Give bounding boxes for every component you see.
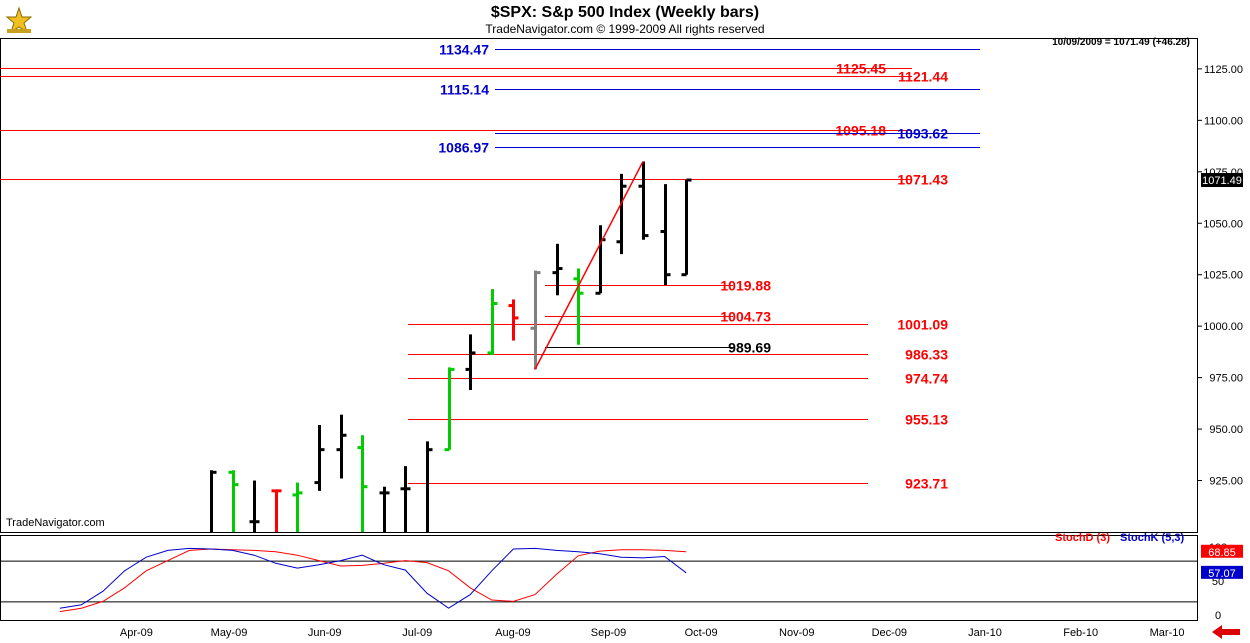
time-tick-label: Jun-09 <box>308 627 342 639</box>
price-tick-label: 975.00 <box>1209 373 1243 385</box>
time-tick-label: Jan-10 <box>968 627 1002 639</box>
price-tick-label: 1025.00 <box>1203 270 1243 282</box>
stoch-k-value-box <box>1201 565 1243 579</box>
ohlc-bar <box>426 441 433 532</box>
level-label: 1019.88 <box>720 278 771 294</box>
stoch-d-value-box <box>1201 544 1243 558</box>
legend-stochk: StochK (5,3) <box>1120 532 1185 544</box>
time-tick-label: Apr-09 <box>120 627 153 639</box>
trendline <box>534 161 644 370</box>
price-tick-label: 1050.00 <box>1203 218 1243 230</box>
level-label: 1134.47 <box>439 42 489 58</box>
level-label: 1001.09 <box>897 317 948 333</box>
time-tick-label: Sep-09 <box>591 627 626 639</box>
price-tick-label: 950.00 <box>1209 424 1243 436</box>
stochastic-line <box>59 548 687 613</box>
stochastic-tick-label: 50 <box>1212 576 1224 588</box>
level-label: 955.13 <box>905 412 948 428</box>
ohlc-bar <box>638 161 649 240</box>
level-label: 974.74 <box>905 371 948 387</box>
level-label: 1121.44 <box>898 69 948 85</box>
trendline-segment <box>534 161 644 370</box>
level-label: 986.33 <box>905 347 948 363</box>
stochastic-line <box>59 547 687 609</box>
ohlc-bar <box>249 480 260 532</box>
ohlc-bar <box>487 289 498 355</box>
level-label: 1086.97 <box>438 140 489 156</box>
ohlc-bar <box>314 424 325 491</box>
tradenavigator-logo-icon <box>4 5 34 35</box>
level-label: 1004.73 <box>720 309 771 325</box>
watermark: TradeNavigator.com <box>6 517 105 529</box>
level-label: 1071.43 <box>897 172 948 188</box>
time-tick-label: May-09 <box>211 627 248 639</box>
ohlc-bar <box>552 243 563 296</box>
level-label: 1095.18 <box>835 123 886 139</box>
ohlc-bar <box>508 299 519 341</box>
stoch-d-value-label: 68.85 <box>1208 547 1236 559</box>
ohlc-bar <box>660 184 671 285</box>
time-tick-label: Jul-09 <box>402 627 432 639</box>
chart-subtitle: TradeNavigator.com © 1999-2009 All right… <box>485 22 765 36</box>
time-tick-label: Feb-10 <box>1063 627 1098 639</box>
ohlc-bar <box>210 470 217 532</box>
price-tick-label: 1100.00 <box>1204 115 1243 127</box>
price-panel-border <box>0 38 1198 533</box>
ohlc-bar <box>616 173 627 255</box>
last-price-label: 1071.49 <box>1202 175 1242 187</box>
ohlc-bar <box>271 489 282 532</box>
legend-stochd: StochD (3) <box>1055 532 1110 544</box>
price-bars <box>210 161 692 532</box>
ohlc-bar <box>444 367 455 452</box>
last-price-box <box>1201 173 1243 188</box>
stochastic-panel-border <box>0 535 1198 621</box>
level-label: 989.69 <box>728 340 771 356</box>
time-tick-label: Dec-09 <box>872 627 907 639</box>
time-tick-label: Nov-09 <box>779 627 814 639</box>
ohlc-bar <box>379 486 390 532</box>
chart-title: $SPX: S&p 500 Index (Weekly bars) <box>490 4 760 21</box>
level-label: 1093.62 <box>897 126 948 142</box>
time-tick-label: Aug-09 <box>495 627 530 639</box>
ohlc-bar <box>465 334 476 390</box>
time-axis: Apr-09 May-09 Jun-09 Jul-09 Aug-09 Sep-09 Oct-… <box>120 627 1185 639</box>
ohlc-bar <box>400 466 411 532</box>
price-axis: 925.00 950.00 975.00 1000.00 1025.00 1050.00 1… <box>1197 64 1243 488</box>
ohlc-bar <box>292 482 303 532</box>
chart-frame <box>0 38 1198 621</box>
stochastic-legend: StochD (3) StochK (5,3) <box>1055 532 1185 544</box>
scroll-left-arrow-icon[interactable] <box>1212 625 1242 639</box>
ohlc-bar <box>357 435 368 532</box>
ohlc-bar <box>336 414 347 479</box>
price-tick-label: 925.00 <box>1209 476 1243 488</box>
last-quote: 10/09/2009 = 1071.49 (+46.28) <box>1052 37 1190 48</box>
time-tick-label: Mar-10 <box>1150 627 1185 639</box>
ohlc-bar <box>228 470 239 532</box>
level-label: 923.71 <box>905 476 948 492</box>
price-tick-label: 1125.00 <box>1204 64 1243 76</box>
level-label: 1115.14 <box>440 82 489 98</box>
stoch-k-value-label: 57.07 <box>1208 568 1236 580</box>
ohlc-bar <box>573 268 584 345</box>
stochastic-tick-label: 0 <box>1215 610 1221 622</box>
price-levels: 1134.47 1125.45 1121.44 1115.14 1095.18 1093.… <box>0 42 980 492</box>
price-tick-label: 1000.00 <box>1203 321 1243 333</box>
level-label: 1125.45 <box>836 61 886 77</box>
time-tick-label: Oct-09 <box>685 627 718 639</box>
ohlc-bar <box>681 178 692 277</box>
ohlc-bar <box>530 270 541 370</box>
